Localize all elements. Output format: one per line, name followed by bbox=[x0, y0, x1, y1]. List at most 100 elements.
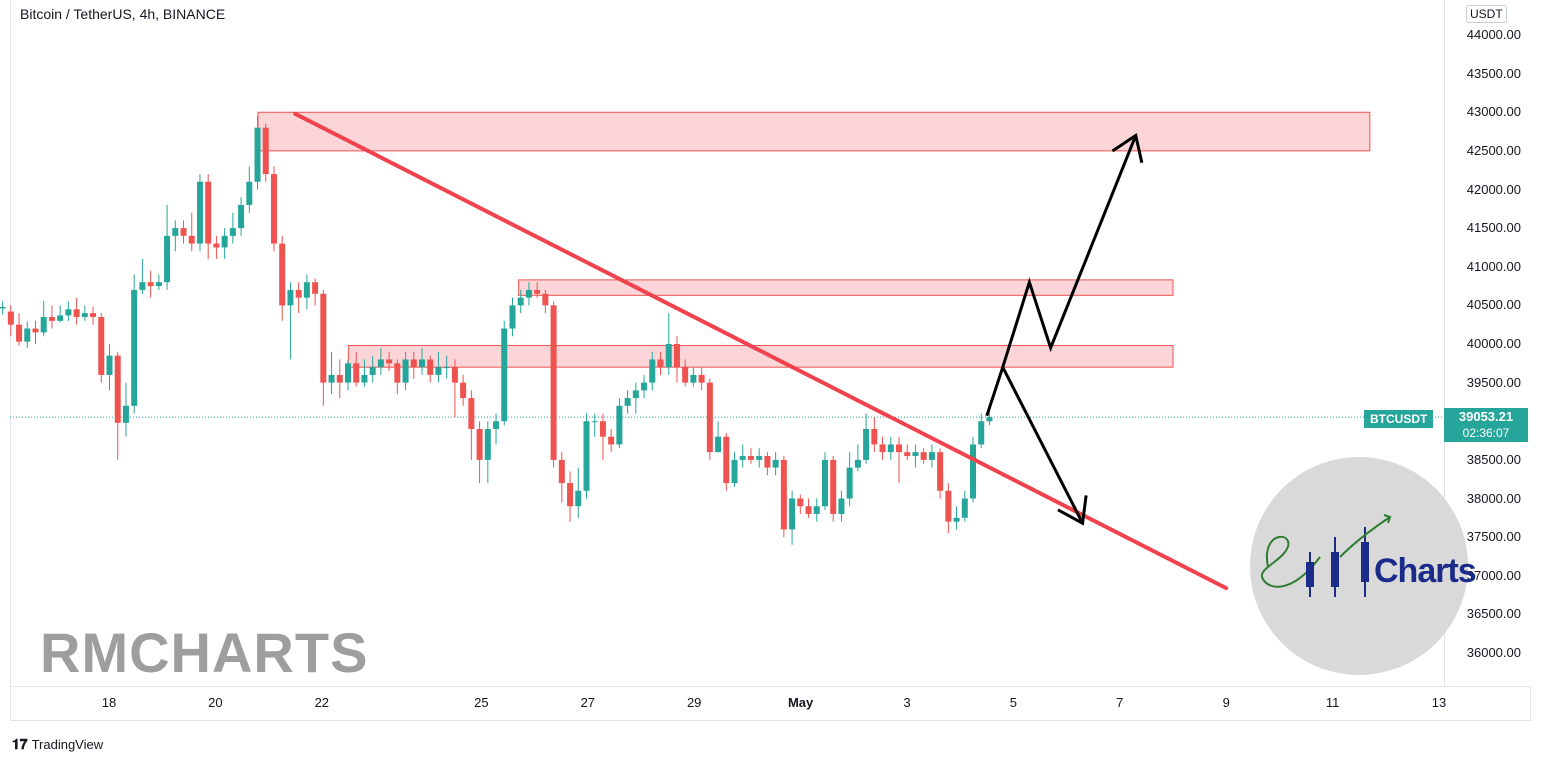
candle-body bbox=[813, 506, 820, 514]
candle-body bbox=[789, 498, 796, 530]
candle-body bbox=[476, 428, 483, 460]
candle-body bbox=[287, 289, 294, 306]
price-tick: 40500.00 bbox=[1466, 297, 1521, 313]
price-tick: 38000.00 bbox=[1466, 490, 1521, 506]
candle-body bbox=[435, 367, 442, 375]
price-tick: 42000.00 bbox=[1466, 181, 1521, 197]
tradingview-attribution[interactable]: 𝟏𝟕 TradingView bbox=[12, 736, 103, 753]
time-axis-top-border bbox=[10, 686, 1530, 687]
last-price-value: 39053.21 bbox=[1458, 409, 1514, 424]
time-tick: 3 bbox=[903, 695, 911, 710]
candle-body bbox=[279, 243, 286, 306]
candle-body bbox=[328, 374, 335, 383]
candle-body bbox=[986, 417, 993, 422]
price-tick: 39500.00 bbox=[1466, 374, 1521, 390]
candle-body bbox=[246, 181, 253, 205]
resistance-zone-2 bbox=[518, 279, 1174, 296]
candle-body bbox=[369, 367, 376, 375]
candle-body bbox=[797, 498, 804, 507]
candle-body bbox=[501, 328, 508, 422]
candle-body bbox=[854, 459, 861, 468]
projection-path-1 bbox=[985, 134, 1138, 417]
candle-body bbox=[460, 382, 467, 399]
candle-body bbox=[122, 405, 129, 423]
candle-body bbox=[7, 311, 14, 325]
projection-arrowhead-2 bbox=[1057, 495, 1088, 526]
candle-body bbox=[747, 456, 754, 460]
candle-body bbox=[830, 459, 837, 514]
candle-body bbox=[65, 309, 72, 316]
candle-body bbox=[48, 316, 55, 321]
candle-body bbox=[139, 282, 146, 290]
candle-body bbox=[970, 444, 977, 499]
candle-body bbox=[229, 228, 236, 236]
price-tick: 38500.00 bbox=[1466, 451, 1521, 467]
candle-body bbox=[147, 282, 154, 287]
chart-left-border bbox=[10, 0, 11, 721]
candle-body bbox=[937, 452, 944, 491]
candle-body bbox=[377, 359, 384, 368]
projection-arrowhead-1 bbox=[1111, 132, 1144, 164]
candle-body bbox=[575, 490, 582, 507]
time-tick: 20 bbox=[208, 695, 223, 710]
tradingview-brand: TradingView bbox=[31, 737, 104, 752]
candle-body bbox=[608, 436, 615, 445]
last-price-label: 39053.21 02:36:07 bbox=[1444, 408, 1528, 442]
price-tick: 40000.00 bbox=[1466, 336, 1521, 351]
watermark-text: RMCHARTS bbox=[40, 621, 369, 684]
price-tick: 43500.00 bbox=[1466, 65, 1521, 81]
tradingview-logo-icon: 𝟏𝟕 bbox=[12, 736, 28, 752]
candle-body bbox=[238, 204, 245, 229]
candle-body bbox=[912, 452, 919, 457]
projection-path-2 bbox=[1001, 366, 1084, 524]
candle-body bbox=[961, 498, 968, 518]
candle-body bbox=[172, 228, 179, 236]
candle-body bbox=[73, 309, 80, 317]
candle-body bbox=[40, 316, 47, 333]
candle-body bbox=[895, 444, 902, 453]
candle-body bbox=[32, 328, 39, 333]
candle-body bbox=[641, 382, 648, 391]
candle-body bbox=[690, 374, 697, 383]
candle-body bbox=[353, 363, 360, 383]
candle-body bbox=[739, 456, 746, 460]
candle-body bbox=[427, 359, 434, 375]
candle-body bbox=[599, 421, 606, 437]
candle-body bbox=[558, 459, 565, 484]
candle-body bbox=[320, 293, 327, 383]
candle-body bbox=[164, 235, 171, 283]
candle-body bbox=[764, 456, 771, 468]
candle-body bbox=[945, 490, 952, 522]
candle-body bbox=[649, 359, 656, 383]
candle-body bbox=[336, 374, 343, 383]
candle-body bbox=[863, 428, 870, 460]
candle-body bbox=[682, 367, 689, 383]
candle-body bbox=[131, 289, 138, 406]
candle-body bbox=[567, 483, 574, 507]
candle-body bbox=[509, 305, 516, 329]
candle-body bbox=[254, 127, 261, 182]
candle-body bbox=[616, 405, 623, 445]
candle-body bbox=[205, 181, 212, 244]
candle-body bbox=[879, 444, 886, 453]
candle-body bbox=[780, 459, 787, 530]
candle-body bbox=[715, 436, 722, 453]
price-tick: 44000.00 bbox=[1466, 27, 1521, 42]
candle-body bbox=[262, 127, 269, 175]
candle-body bbox=[871, 428, 878, 445]
logo-text: Charts bbox=[1374, 552, 1477, 590]
candle-body bbox=[410, 359, 417, 368]
candle-body bbox=[904, 452, 911, 457]
candle-body bbox=[180, 228, 187, 236]
candle-body bbox=[632, 390, 639, 399]
time-tick: 29 bbox=[686, 695, 702, 710]
candle-body bbox=[419, 359, 426, 368]
candle-body bbox=[57, 315, 64, 321]
candle-body bbox=[534, 289, 541, 294]
candle-body bbox=[723, 436, 730, 484]
candle-body bbox=[443, 367, 450, 369]
candle-body bbox=[303, 282, 310, 298]
currency-badge[interactable]: USDT bbox=[1466, 5, 1507, 23]
candle-body bbox=[221, 235, 228, 248]
